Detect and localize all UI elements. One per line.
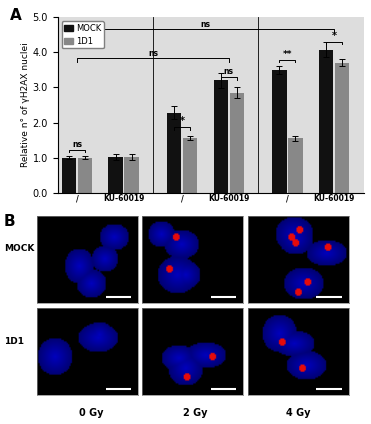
Text: 2 Gy: 2 Gy	[183, 407, 207, 418]
Text: 0Gy: 0Gy	[90, 223, 111, 234]
Text: B: B	[4, 214, 15, 229]
Text: 4Gy: 4Gy	[300, 223, 321, 234]
Bar	[335, 63, 349, 193]
Text: ns: ns	[72, 140, 82, 149]
Text: ns: ns	[200, 20, 210, 28]
Bar	[124, 157, 139, 193]
Bar	[183, 138, 197, 193]
Text: **: **	[283, 50, 292, 59]
Text: 2Gy: 2Gy	[195, 223, 216, 234]
Bar	[214, 80, 228, 193]
Text: 0 Gy: 0 Gy	[79, 407, 103, 418]
Text: A: A	[10, 8, 22, 23]
Bar	[272, 70, 286, 193]
Text: *: *	[180, 117, 185, 126]
Text: ns: ns	[224, 67, 234, 76]
Y-axis label: Relative n° of γH2AX nuclei: Relative n° of γH2AX nuclei	[21, 42, 30, 167]
Text: ns: ns	[148, 49, 158, 58]
Text: 1D1: 1D1	[4, 337, 24, 346]
Text: 4 Gy: 4 Gy	[286, 407, 311, 418]
Text: *: *	[331, 31, 336, 41]
Bar	[288, 138, 303, 193]
Bar	[167, 113, 181, 193]
Bar	[108, 157, 123, 193]
Bar	[230, 92, 244, 193]
Text: MOCK: MOCK	[4, 243, 34, 253]
Bar	[319, 50, 333, 193]
Bar	[62, 158, 76, 193]
Bar	[78, 158, 92, 193]
Legend: MOCK, 1D1: MOCK, 1D1	[62, 21, 104, 48]
